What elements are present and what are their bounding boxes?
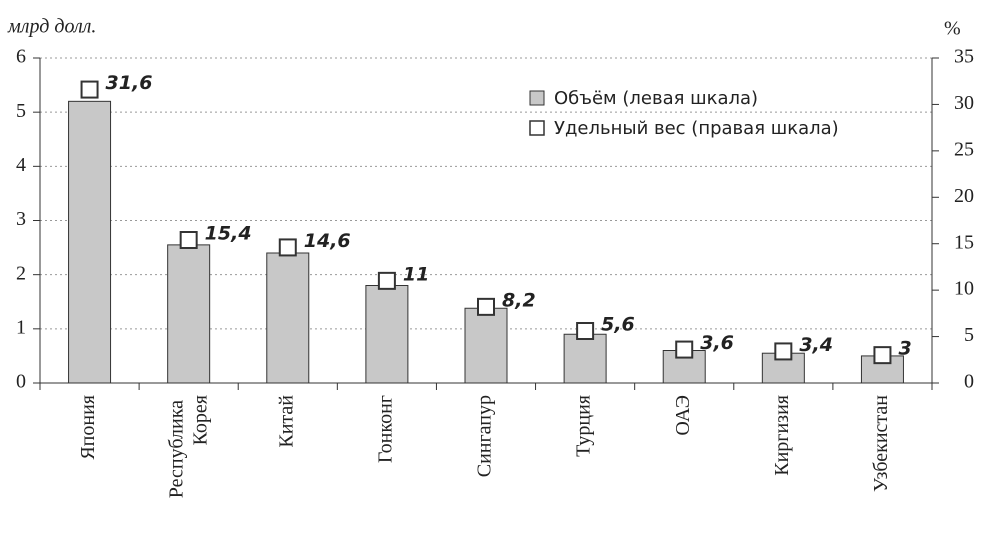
legend-swatch bbox=[529, 120, 545, 136]
y2-tick-label: 35 bbox=[954, 46, 974, 68]
marker bbox=[278, 238, 297, 257]
x-tick-label: Узбекистан bbox=[870, 395, 892, 492]
x-tick-label: ОАЭ bbox=[672, 395, 694, 436]
value-label: 3 bbox=[898, 338, 911, 360]
value-label: 11 bbox=[403, 263, 429, 285]
y-tick-label: 3 bbox=[16, 208, 26, 230]
y-tick-label: 2 bbox=[16, 262, 26, 284]
y2-tick-label: 25 bbox=[954, 138, 974, 160]
y2-tick-label: 15 bbox=[954, 231, 974, 253]
x-tick-label: Сингапур bbox=[474, 395, 496, 477]
x-tick-label: Япония bbox=[77, 395, 99, 460]
y2-tick-label: 5 bbox=[964, 324, 974, 346]
value-label: 5,6 bbox=[601, 314, 635, 336]
x-tick-label: Турция bbox=[573, 395, 595, 457]
y2-tick-label: 20 bbox=[954, 185, 974, 207]
value-label: 14,6 bbox=[304, 230, 351, 252]
y-tick-label: 1 bbox=[16, 316, 26, 338]
bar bbox=[68, 100, 112, 384]
marker bbox=[873, 346, 892, 365]
value-label: 3,4 bbox=[799, 334, 833, 356]
marker bbox=[477, 297, 495, 316]
x-tick-label: Республика Корея bbox=[165, 395, 211, 498]
x-tick-label: Гонконг bbox=[374, 395, 396, 463]
y2-tick-label: 10 bbox=[954, 278, 974, 300]
y-tick-label: 5 bbox=[16, 100, 26, 122]
marker bbox=[179, 231, 198, 249]
bar bbox=[365, 285, 409, 384]
x-tick-label: Киргизия bbox=[771, 395, 793, 476]
marker bbox=[675, 340, 694, 359]
x-tick-label: Китай bbox=[275, 395, 297, 448]
y2-axis-label: % bbox=[944, 18, 961, 40]
value-label: 3,6 bbox=[700, 332, 734, 354]
value-label: 15,4 bbox=[205, 223, 252, 245]
x-tick-label-line: Корея bbox=[189, 395, 211, 445]
bar bbox=[464, 307, 508, 384]
bar bbox=[266, 252, 310, 384]
value-label: 31,6 bbox=[106, 72, 153, 94]
legend-label: Объём (левая шкала) bbox=[554, 88, 758, 109]
value-label: 8,2 bbox=[502, 289, 536, 311]
y2-tick-label: 30 bbox=[954, 92, 974, 114]
legend-swatch bbox=[529, 90, 545, 106]
marker bbox=[774, 342, 793, 361]
y-tick-label: 0 bbox=[16, 371, 26, 393]
marker bbox=[576, 322, 595, 340]
x-tick-label-line: Республика bbox=[165, 395, 187, 498]
bar bbox=[167, 244, 211, 384]
legend-label: Удельный вес (правая шкала) bbox=[554, 118, 839, 139]
y2-tick-label: 0 bbox=[964, 371, 974, 393]
bar bbox=[563, 333, 607, 384]
y-axis-label: млрд долл. bbox=[7, 16, 96, 38]
y-tick-label: 6 bbox=[16, 46, 26, 68]
y-tick-label: 4 bbox=[16, 154, 26, 176]
marker bbox=[377, 271, 396, 290]
marker bbox=[80, 80, 99, 99]
